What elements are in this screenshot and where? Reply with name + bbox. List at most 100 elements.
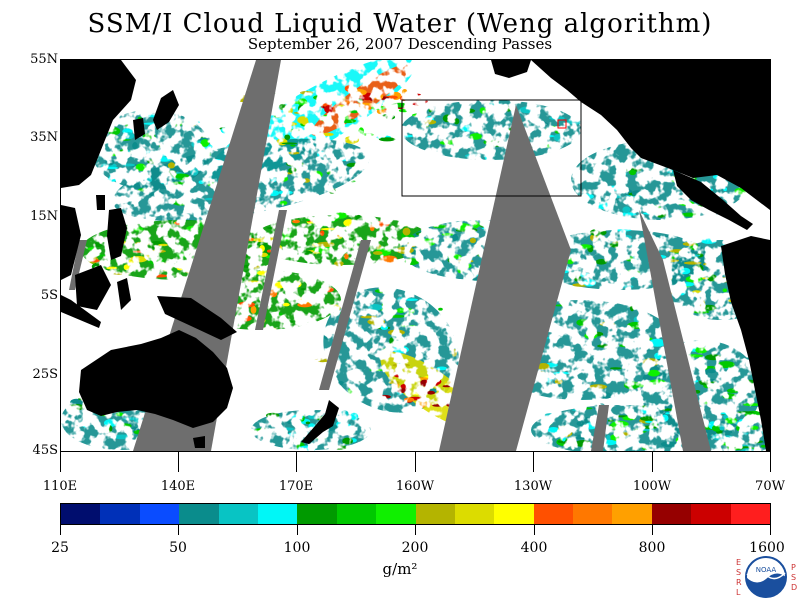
cloud-speck <box>197 220 202 227</box>
lon-label-110e: 110E <box>25 479 95 494</box>
colorbar-label-25: 25 <box>30 540 90 556</box>
cloud-speck <box>554 134 564 141</box>
colorbar-label-100: 100 <box>267 540 327 556</box>
cloud-band <box>401 100 581 160</box>
cloud-speck <box>739 446 752 448</box>
cloud-speck <box>176 265 183 271</box>
cloud-speck <box>351 181 357 184</box>
cloud-speck <box>317 242 335 247</box>
chart-title: SSM/I Cloud Liquid Water (Weng algorithm… <box>0 10 800 38</box>
cloud-speck <box>95 242 103 247</box>
cloud-speck <box>282 229 291 237</box>
units-label: g/m² <box>0 560 800 578</box>
cloud-speck <box>158 157 171 162</box>
cloud-speck <box>695 265 703 273</box>
lon-label-100w: 100W <box>617 479 687 494</box>
cloud-speck <box>149 191 165 196</box>
cloud-speck <box>586 266 594 272</box>
cloud-speck <box>150 250 166 253</box>
cloud-speck <box>707 274 717 281</box>
cloud-speck <box>374 311 388 314</box>
cloud-speck <box>397 297 404 301</box>
cloud-speck <box>461 111 467 115</box>
cloud-speck <box>597 344 613 348</box>
cloud-speck <box>723 393 737 399</box>
colorbar-swatch <box>573 504 612 524</box>
cloud-speck <box>561 374 577 376</box>
cloud-speck <box>221 127 232 133</box>
cloud-speck <box>206 152 211 157</box>
lon-tick <box>652 452 653 472</box>
cloud-speck <box>442 233 454 236</box>
cloud-speck <box>375 289 392 294</box>
cloud-speck <box>657 407 667 410</box>
cloud-speck <box>340 410 348 417</box>
cloud-speck <box>427 391 436 395</box>
cloud-speck <box>396 308 405 313</box>
cloud-speck <box>250 431 259 436</box>
colorbar-swatch <box>297 504 336 524</box>
cloud-speck <box>172 174 189 179</box>
cloud-speck <box>349 110 358 113</box>
cloud-speck <box>631 243 638 248</box>
cloud-speck <box>67 404 83 410</box>
cloud-speck <box>190 168 198 176</box>
colorbar-swatch <box>494 504 533 524</box>
cloud-speck <box>106 267 117 270</box>
colorbar-swatch <box>691 504 730 524</box>
cloud-speck <box>642 426 657 429</box>
cloud-speck <box>546 135 555 137</box>
cloud-speck <box>424 120 436 125</box>
lat-label-45s: 45S <box>8 443 58 458</box>
cloud-speck <box>118 423 132 428</box>
cloud-speck <box>327 171 332 175</box>
cloud-speck <box>133 251 150 253</box>
colorbar-tick <box>178 525 179 535</box>
cloud-speck <box>452 349 457 357</box>
cloud-speck <box>337 236 343 239</box>
cloud-speck <box>663 259 679 262</box>
cloud-speck <box>590 229 607 236</box>
cloud-speck <box>748 440 763 443</box>
cloud-speck <box>114 435 132 440</box>
colorbar-swatch <box>652 504 691 524</box>
cloud-speck <box>574 275 581 281</box>
cloud-speck <box>405 298 418 301</box>
cloud-speck <box>108 177 119 182</box>
colorbar-label-800: 800 <box>622 540 682 556</box>
cloud-speck <box>292 220 300 224</box>
cloud-speck <box>416 232 425 235</box>
cloud-speck <box>161 182 174 184</box>
colorbar-tick <box>60 525 61 535</box>
cloud-speck <box>294 112 307 114</box>
cloud-speck <box>300 288 306 290</box>
logo-letter: L <box>736 588 740 597</box>
cloud-speck <box>313 247 331 252</box>
cloud-speck <box>641 406 647 408</box>
cloud-speck <box>388 330 405 336</box>
cloud-speck <box>506 106 512 112</box>
cloud-speck <box>579 244 591 249</box>
cloud-speck <box>665 412 670 414</box>
cloud-speck <box>279 104 287 110</box>
cloud-speck <box>555 130 561 134</box>
cloud-speck <box>355 215 362 221</box>
cloud-speck <box>371 106 386 110</box>
land-mass <box>75 265 111 310</box>
cloud-speck <box>298 105 304 113</box>
cloud-speck <box>293 101 305 104</box>
cloud-speck <box>108 127 120 135</box>
cloud-speck <box>330 96 346 101</box>
lon-tick <box>296 452 297 472</box>
cloud-speck <box>86 254 93 257</box>
cloud-speck <box>130 256 147 262</box>
cloud-speck <box>321 133 334 136</box>
cloud-speck <box>648 370 660 377</box>
cloud-speck <box>373 221 389 227</box>
cloud-speck <box>368 304 383 311</box>
cloud-speck <box>695 283 702 285</box>
cloud-speck <box>671 192 677 196</box>
cloud-speck <box>701 305 717 311</box>
cloud-speck <box>654 353 662 359</box>
cloud-speck <box>629 170 636 175</box>
